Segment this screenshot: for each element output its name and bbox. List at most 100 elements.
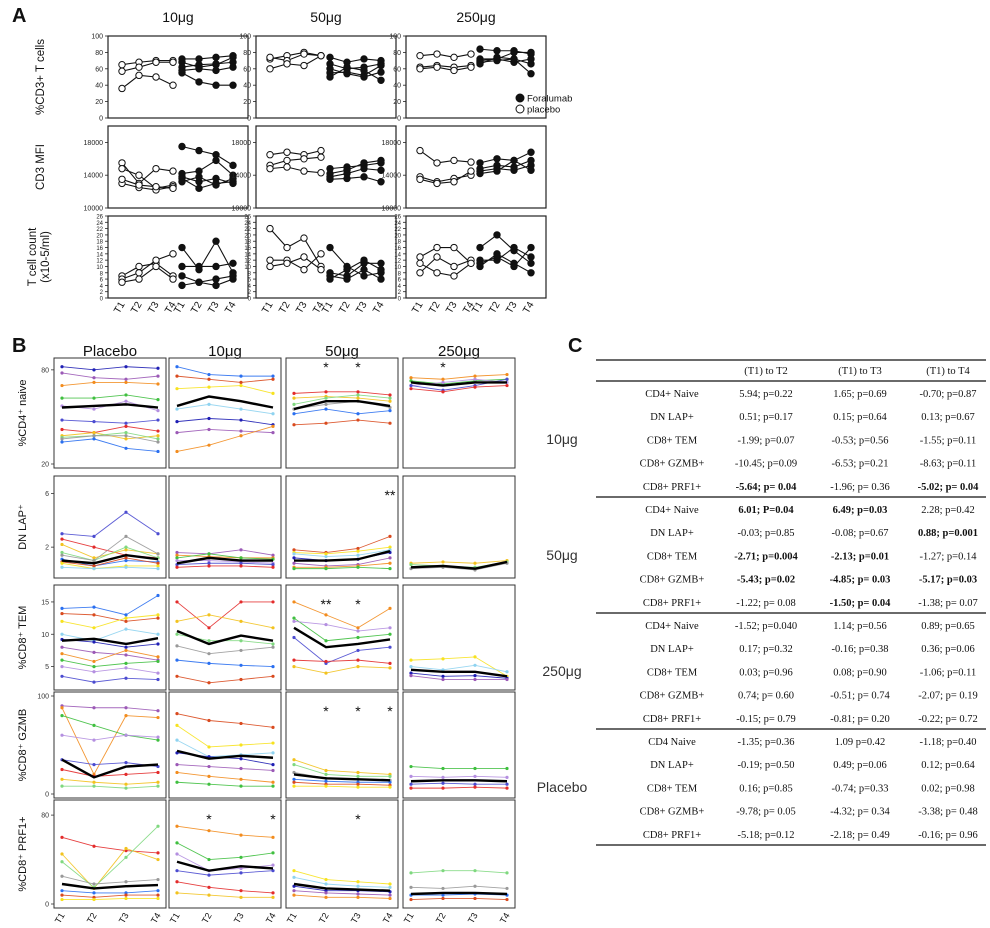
table-cell: -5.43; p=0.02 (737, 575, 795, 586)
table-cell: -1.38; p= 0.07 (918, 598, 978, 609)
table-cell: 1.65; p=0.69 (833, 389, 886, 400)
panel-a-ytick-label: 14000 (232, 173, 252, 180)
panel-c-table: (T1) to T2 (T1) to T3 (T1) to T4 CD4+ Naive… (537, 359, 986, 846)
subject-point (292, 402, 296, 406)
subject-point (156, 564, 160, 568)
subject-point (60, 383, 64, 388)
subject-point (207, 561, 211, 565)
placebo-line (269, 166, 322, 174)
table-cell: -9.78; p= 0.05 (736, 807, 796, 818)
subject-point (388, 632, 392, 636)
foralumab-point (212, 66, 220, 75)
foralumab-point (195, 146, 203, 155)
subject-point (156, 552, 160, 556)
subject-point (409, 674, 413, 678)
subject-series-line (61, 769, 159, 777)
subject-point (92, 564, 96, 568)
foralumab-point (212, 81, 220, 89)
panel-a-ylabel: T cell count(x10-5/ml) (27, 227, 52, 286)
placebo-point (152, 262, 160, 271)
panel-a-ytick-label: 60 (393, 66, 401, 73)
subject-series-line (176, 418, 274, 426)
panel-a-ytick-label: 0 (398, 297, 402, 303)
subject-point (292, 889, 296, 893)
subject-point (388, 567, 392, 571)
subject-point (124, 666, 128, 670)
subject-point (60, 777, 64, 781)
subject-point (207, 745, 211, 749)
subject-series-line (61, 649, 159, 662)
panel-b-ytick-label: 6 (45, 491, 49, 498)
panel-b-ytick-label: 80 (41, 813, 49, 820)
subject-point (441, 869, 445, 873)
subject-series-line (61, 557, 159, 567)
subject-point (207, 372, 211, 377)
panel-b-xtick-label: T2 (434, 911, 448, 925)
subject-point (207, 558, 211, 563)
subject-point (156, 738, 160, 742)
subject-series-line (176, 771, 274, 783)
subject-series-line (293, 557, 391, 567)
subject-point (388, 545, 392, 549)
subject-point (156, 851, 160, 855)
subject-series-line (61, 435, 159, 443)
table-row-label: CD4+ Naive (645, 621, 699, 632)
subject-point (60, 658, 64, 662)
subject-point (473, 385, 477, 389)
subject-point (124, 846, 128, 851)
subject-point (292, 780, 296, 784)
foralumab-point (178, 272, 186, 280)
foralumab-point (195, 173, 203, 181)
subject-point (271, 751, 275, 755)
subject-point (207, 443, 211, 447)
subject-point (60, 532, 64, 536)
subject-point (356, 626, 360, 630)
panel-a-xtick-label: T4 (223, 300, 239, 316)
table-cell: -0.51; p= 0.74 (830, 691, 890, 702)
foralumab-point (510, 243, 518, 252)
placebo-point (416, 146, 424, 155)
subject-point (124, 786, 128, 790)
subject-point (92, 650, 96, 654)
placebo-line (269, 228, 322, 267)
subject-point (124, 545, 128, 549)
table-cell: -0.19; p=0.50 (738, 760, 795, 771)
subject-point (175, 449, 179, 454)
panel-a-ytick-label: 20 (244, 233, 251, 239)
placebo-line (269, 55, 322, 70)
foralumab-point (229, 259, 237, 268)
subject-point (292, 600, 296, 604)
significance-marker: * (206, 811, 212, 827)
foralumab-point (493, 231, 501, 239)
subject-point (156, 440, 160, 444)
subject-point (324, 659, 328, 664)
subject-point (292, 556, 296, 560)
placebo-line (269, 256, 322, 271)
subject-point (356, 774, 360, 778)
subject-point (156, 896, 160, 901)
subject-point (175, 600, 179, 604)
subject-point (92, 763, 96, 767)
subject-point (409, 786, 413, 790)
panel-b-plot-frame (53, 475, 167, 579)
subject-point (388, 409, 392, 413)
panel-b-column-title: Placebo (83, 343, 137, 360)
table-cell: -1.35; p=0.36 (738, 737, 795, 748)
panel-a-xtick-label: T1 (410, 300, 426, 316)
placebo-point (169, 184, 177, 193)
subject-point (271, 768, 275, 773)
significance-marker: * (440, 359, 446, 375)
panel-a-ytick-label: 14 (96, 252, 103, 258)
foralumab-line (182, 262, 234, 268)
subject-series-line (293, 659, 391, 664)
subject-series-line (176, 870, 274, 876)
subject-point (441, 786, 445, 790)
foralumab-point (178, 262, 186, 271)
subject-point (356, 785, 360, 789)
foralumab-line (479, 151, 532, 164)
placebo-point (300, 61, 308, 70)
subject-point (505, 775, 509, 779)
subject-series-line (176, 659, 274, 668)
foralumab-line (181, 178, 234, 189)
